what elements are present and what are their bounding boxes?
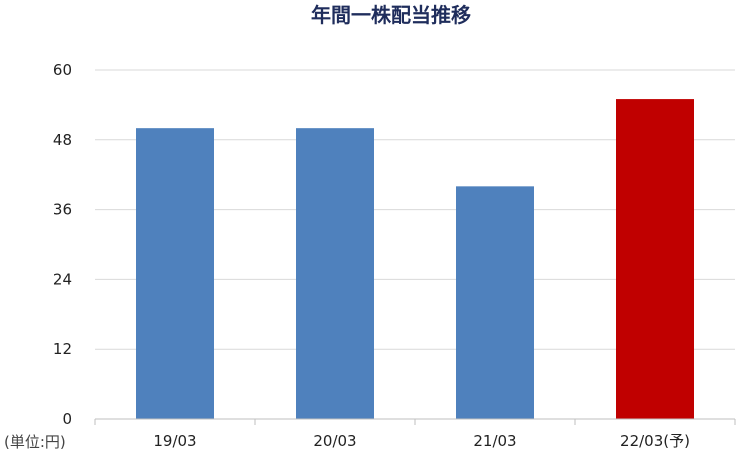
bar-2103: [456, 186, 534, 419]
y-tick-label: 48: [53, 131, 72, 149]
y-tick-label: 24: [53, 270, 72, 288]
x-tick-label: 21/03: [473, 432, 516, 450]
y-tick-label: 0: [62, 410, 72, 428]
x-tick-label: 19/03: [153, 432, 196, 450]
y-tick-label: 36: [53, 201, 72, 219]
x-axis-ticks: 19/03 20/03 21/03 22/03(予): [153, 432, 690, 450]
bar-2203: [616, 99, 694, 419]
y-tick-label: 12: [53, 340, 72, 358]
y-tick-label: 60: [53, 61, 72, 79]
x-tick-label: 20/03: [313, 432, 356, 450]
unit-label: (単位:円): [4, 433, 66, 451]
bar-1903: [136, 128, 214, 419]
chart-title: 年間一株配当推移: [311, 3, 471, 27]
y-axis-ticks: 0 12 24 36 48 60: [53, 61, 72, 428]
x-tick-label: 22/03(予): [620, 432, 690, 450]
x-axis: [94, 418, 736, 425]
bars: [136, 99, 694, 419]
bar-2003: [296, 128, 374, 419]
